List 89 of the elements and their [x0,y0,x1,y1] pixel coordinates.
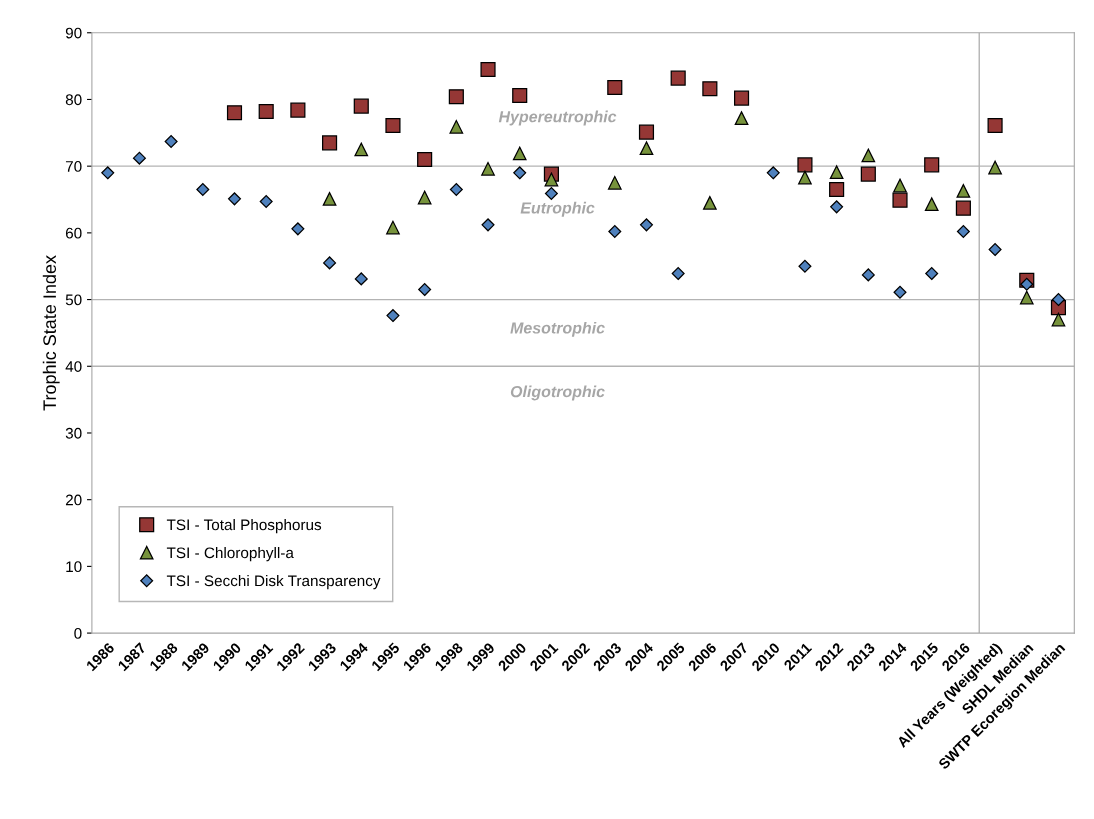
point [766,166,780,180]
y-tick-label: 80 [65,94,82,106]
y-tick-label: 10 [66,561,82,573]
point [323,256,337,270]
point [132,151,146,165]
point [607,175,622,190]
point [1019,290,1034,305]
point [988,160,1002,175]
point [829,181,845,198]
y-tick-label: 70 [65,161,82,172]
point [702,195,717,210]
point [258,103,274,120]
point [512,146,527,161]
point [924,197,939,212]
point [702,81,718,97]
point [448,89,464,105]
point [354,272,368,286]
point [512,87,528,104]
point [893,285,907,299]
point [196,182,210,197]
point [638,124,655,140]
y-tick-label: 20 [65,494,82,506]
annotation: Mesotrophic [510,321,605,337]
annotation: Oligotrophic [510,385,605,401]
point [481,218,495,232]
legend-label: TSI - Secchi Disk Transparency [166,574,381,590]
point [417,151,433,168]
point [1051,293,1065,307]
point [291,222,305,236]
point [480,61,496,78]
point [449,182,463,197]
point [893,178,907,193]
annotation: Eutrophic [520,201,595,217]
point [987,117,1003,134]
point [1051,312,1066,327]
y-tick-label: 40 [65,361,82,372]
point [481,161,495,176]
point [353,98,369,114]
point [956,225,970,239]
point [797,157,813,173]
point [1020,277,1034,291]
y-tick-label: 30 [65,427,82,439]
point [290,102,306,118]
point [955,200,971,216]
point [956,183,971,198]
point [386,220,400,235]
y-tick-label: 90 [65,27,82,39]
point [892,192,908,208]
point [924,157,940,173]
point [861,268,875,282]
point [733,90,750,106]
point [227,192,242,206]
point [798,259,812,273]
point [734,111,749,126]
y-tick-label: 60 [65,227,82,239]
point [385,117,401,134]
point [861,148,876,163]
point [449,119,464,134]
point [322,191,337,206]
point [226,105,243,121]
point [988,243,1002,257]
point [860,166,876,182]
point [829,165,844,180]
point [607,79,623,96]
y-tick-label: 0 [74,627,82,639]
point [670,70,686,86]
point [418,283,432,297]
y-tick-label: 50 [65,294,82,306]
point [671,267,685,281]
point [322,135,338,151]
point [354,142,369,157]
point [639,218,654,232]
point [386,309,400,323]
point [639,141,654,156]
point [798,170,812,185]
point [830,200,844,214]
point [544,172,559,187]
point [544,186,558,201]
point [417,190,432,205]
annotation: Hypereutrophic [498,110,617,126]
point [101,166,115,180]
point [925,267,939,281]
point [259,195,273,209]
point [513,166,527,180]
legend-label: TSI - Total Phosphorus [166,518,322,534]
y-axis-title: Trophic State Index [42,255,60,411]
point [164,134,178,149]
legend-label: TSI - Chlorophyll-a [166,546,294,562]
point [608,225,622,239]
